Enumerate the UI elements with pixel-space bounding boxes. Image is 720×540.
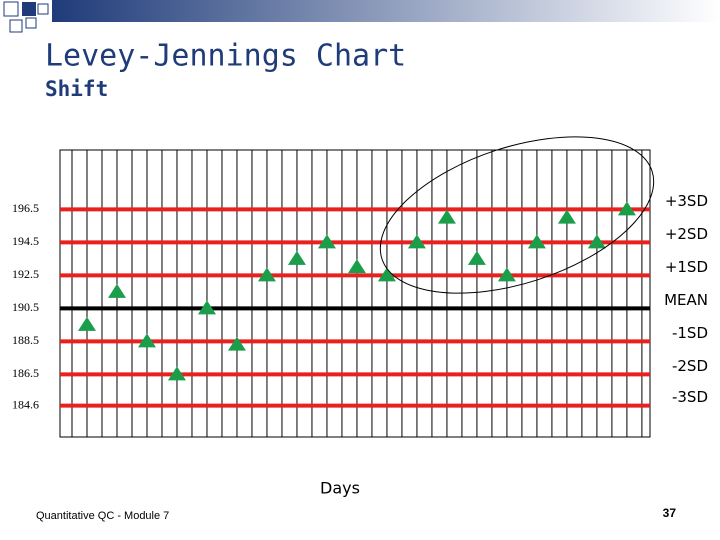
- data-point: [77, 316, 96, 331]
- data-point: [197, 300, 216, 315]
- y-tick-label: 192.5: [12, 267, 39, 281]
- deco-square: [3, 1, 19, 17]
- chart-subtitle: Shift: [45, 77, 108, 101]
- data-point: [257, 267, 276, 282]
- data-point: [377, 267, 396, 282]
- data-point: [497, 267, 516, 282]
- data-point: [407, 234, 426, 249]
- shift-highlight: [379, 136, 655, 294]
- y-tick-label: 196.5: [12, 201, 39, 215]
- sd-label: MEAN: [664, 291, 708, 309]
- deco-square: [25, 17, 37, 29]
- x-axis-label: Days: [320, 479, 360, 498]
- sd-label: -1SD: [672, 324, 708, 342]
- y-tick-label: 194.5: [12, 234, 39, 248]
- sd-label: +1SD: [665, 258, 708, 276]
- plot-frame: [59, 149, 651, 438]
- data-point: [287, 250, 306, 265]
- sd-label: +2SD: [665, 225, 708, 243]
- footer: Quantitative QC - Module 7: [36, 510, 169, 522]
- chart-title: Levey-Jennings Chart: [45, 39, 406, 74]
- y-tick-label: 188.5: [12, 333, 39, 347]
- sd-label: +3SD: [665, 192, 708, 210]
- data-point: [107, 283, 126, 298]
- data-point: [527, 234, 546, 249]
- page-number: 37: [663, 506, 677, 520]
- data-point: [317, 234, 336, 249]
- data-point: [347, 259, 366, 274]
- sd-label: -2SD: [672, 357, 708, 375]
- deco-square: [37, 3, 49, 15]
- y-tick-label: 186.5: [12, 366, 39, 380]
- y-tick-label: 190.5: [12, 300, 39, 314]
- deco-square: [22, 2, 36, 16]
- y-tick-label: 184.6: [12, 397, 39, 411]
- data-point: [137, 333, 156, 348]
- data-point: [587, 234, 606, 249]
- data-point: [437, 209, 456, 224]
- data-point: [617, 201, 636, 216]
- deco-square: [9, 19, 23, 33]
- header-band: [52, 0, 720, 22]
- sd-label: -3SD: [672, 388, 708, 406]
- data-point: [167, 366, 186, 381]
- data-point: [227, 336, 246, 351]
- data-point: [557, 209, 576, 224]
- data-point: [467, 250, 486, 265]
